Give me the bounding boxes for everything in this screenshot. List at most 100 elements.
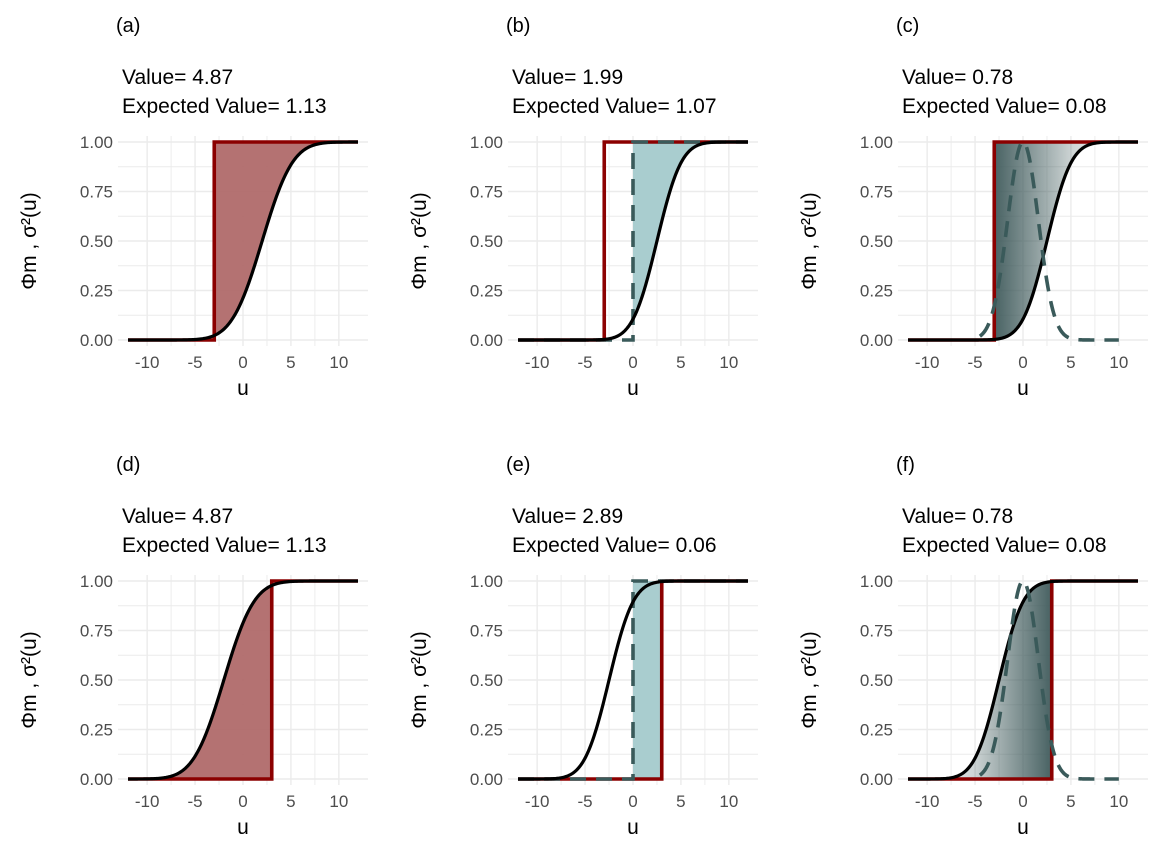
shaded-area [128,585,272,779]
shaded-area [908,581,1052,779]
x-axis-label: u [237,816,249,839]
y-tick-label: 0.00 [860,770,893,789]
y-tick-label: 0.75 [470,183,503,202]
x-tick-label: -5 [188,353,203,372]
expected-value-label: Expected Value= 1.13 [122,534,327,557]
x-tick-label: -10 [525,353,550,372]
panels: (a) Value= 4.87 Expected Value= 1.13 0.00 0.… [18,15,1148,839]
x-axis-label: u [1017,377,1029,400]
x-tick-label: 10 [1109,792,1128,811]
expected-value-label: Expected Value= 1.07 [512,95,717,118]
y-tick-label: 0.00 [80,770,113,789]
x-tick-label: 5 [676,353,685,372]
y-tick-label: 0.00 [860,331,893,350]
value-label: Value= 4.87 [122,505,233,528]
panel-tag: (a) [116,15,140,37]
expected-value-label: Expected Value= 0.06 [512,534,717,557]
x-tick-label: -10 [135,792,160,811]
y-tick-label: 1.00 [860,572,893,591]
y-tick-label: 0.75 [470,622,503,641]
panel-tag: (e) [506,454,530,476]
x-tick-label: 10 [329,353,348,372]
y-tick-label: 0.25 [860,721,893,740]
x-tick-label: -5 [578,353,593,372]
panel-tag: (b) [506,15,530,37]
value-label: Value= 1.99 [512,66,623,89]
y-axis-label: Φm , σ²(u) [408,192,431,289]
shaded-area [994,142,1138,340]
y-tick-label: 0.50 [860,232,893,251]
normal-cdf-line [128,579,358,781]
panel-tag: (f) [896,454,915,476]
x-tick-label: -5 [188,792,203,811]
x-tick-label: 10 [329,792,348,811]
y-axis-label: Φm , σ²(u) [798,192,821,289]
panel-tag: (c) [896,15,919,37]
normal-cdf-line [518,579,748,781]
panel-a: (a) Value= 4.87 Expected Value= 1.13 0.00 0.… [18,15,368,400]
y-tick-label: 0.00 [80,331,113,350]
shaded-area [633,581,662,779]
panel-f: (f) Value= 0.78 Expected Value= 0.08 0.00 0.… [798,454,1148,839]
y-tick-label: 0.25 [80,721,113,740]
x-tick-label: 0 [1018,792,1027,811]
dashed-density-line [978,140,1119,342]
x-tick-label: -10 [915,353,940,372]
expected-value-label: Expected Value= 0.08 [902,534,1107,557]
x-tick-label: 5 [1066,353,1075,372]
y-tick-label: 0.75 [860,622,893,641]
y-tick-label: 0.50 [470,671,503,690]
x-tick-label: 0 [628,353,637,372]
y-axis-label: Φm , σ²(u) [408,631,431,728]
value-label: Value= 2.89 [512,505,623,528]
y-tick-label: 0.00 [470,331,503,350]
x-tick-label: -5 [968,792,983,811]
expected-value-label: Expected Value= 0.08 [902,95,1107,118]
shaded-area [214,142,358,336]
x-tick-label: 5 [286,792,295,811]
x-tick-label: 5 [676,792,685,811]
y-axis-label: Φm , σ²(u) [18,631,41,728]
x-tick-label: 0 [628,792,637,811]
value-label: Value= 0.78 [902,66,1013,89]
y-tick-label: 0.50 [80,232,113,251]
normal-cdf-line [128,140,358,342]
y-tick-label: 1.00 [470,133,503,152]
x-axis-label: u [237,377,249,400]
y-tick-label: 0.75 [80,183,113,202]
y-axis-label: Φm , σ²(u) [798,631,821,728]
y-tick-label: 0.00 [470,770,503,789]
x-tick-label: 5 [286,353,295,372]
y-tick-label: 0.75 [860,183,893,202]
panel-d: (d) Value= 4.87 Expected Value= 1.13 0.00 0.… [18,454,368,839]
y-tick-label: 0.50 [470,232,503,251]
y-tick-label: 0.25 [470,282,503,301]
x-tick-label: 0 [238,353,247,372]
x-axis-label: u [1017,816,1029,839]
expected-value-label: Expected Value= 1.13 [122,95,327,118]
panel-tag: (d) [116,454,140,476]
x-tick-label: 0 [1018,353,1027,372]
normal-cdf-line [908,579,1138,781]
x-tick-label: 5 [1066,792,1075,811]
y-tick-label: 1.00 [860,133,893,152]
value-label: Value= 4.87 [122,66,233,89]
panel-b: (b) Value= 1.99 Expected Value= 1.07 0.00 0.… [408,15,758,400]
y-axis-label: Φm , σ²(u) [18,192,41,289]
x-axis-label: u [627,377,639,400]
value-label: Value= 0.78 [902,505,1013,528]
y-tick-label: 0.75 [80,622,113,641]
x-tick-label: -10 [915,792,940,811]
x-axis-label: u [627,816,639,839]
y-tick-label: 0.50 [860,671,893,690]
shaded-area [633,142,748,320]
panel-e: (e) Value= 2.89 Expected Value= 0.06 0.00 0.… [408,454,758,839]
y-tick-label: 0.50 [80,671,113,690]
y-tick-label: 0.25 [470,721,503,740]
x-tick-label: 10 [719,792,738,811]
y-tick-label: 1.00 [80,133,113,152]
panel-c: (c) Value= 0.78 Expected Value= 0.08 0.00 0.… [798,15,1148,400]
x-tick-label: 0 [238,792,247,811]
x-tick-label: -10 [525,792,550,811]
x-tick-label: 10 [719,353,738,372]
